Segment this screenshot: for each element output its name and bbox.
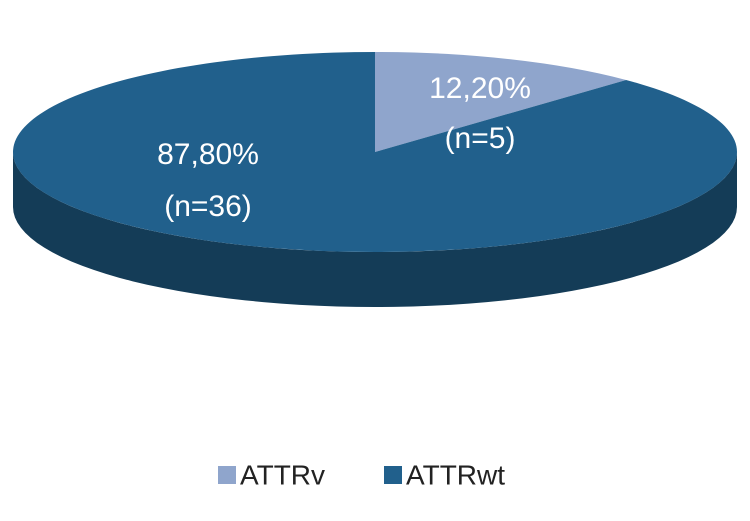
pie-slice	[12, 52, 737, 252]
legend-swatch	[384, 466, 402, 484]
legend-label: ATTRwt	[406, 459, 505, 490]
pie-slice	[375, 52, 627, 152]
count-label: (n=36)	[164, 190, 252, 223]
count-label: (n=5)	[445, 122, 516, 155]
pie-side	[13, 152, 737, 307]
value-label: 87,80%	[157, 138, 259, 171]
legend-label: ATTRv	[240, 459, 325, 490]
legend-swatch	[218, 466, 236, 484]
value-label: 12,20%	[429, 72, 531, 105]
